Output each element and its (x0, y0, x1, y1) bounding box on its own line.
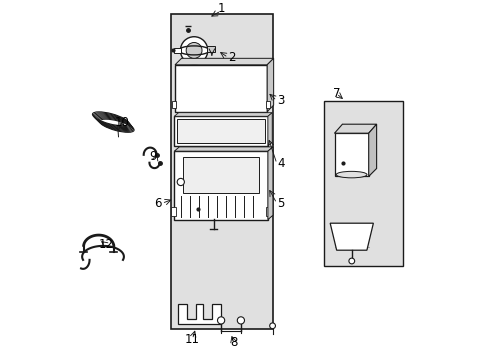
Polygon shape (329, 223, 373, 250)
Bar (183, 157, 258, 193)
Circle shape (186, 42, 202, 58)
Bar (170, 14, 273, 329)
Text: 6: 6 (154, 197, 162, 210)
Bar (172, 101, 176, 108)
Bar (265, 207, 271, 216)
Bar (334, 133, 368, 176)
Polygon shape (334, 124, 376, 133)
Circle shape (180, 37, 207, 64)
Ellipse shape (336, 171, 366, 178)
Polygon shape (174, 113, 272, 116)
Text: 7: 7 (332, 87, 339, 100)
Bar (177, 119, 264, 143)
Polygon shape (267, 147, 272, 220)
Circle shape (217, 317, 224, 324)
Bar (174, 151, 267, 220)
Bar (170, 207, 176, 216)
Bar (174, 116, 267, 146)
Text: 4: 4 (276, 157, 284, 170)
Polygon shape (174, 147, 272, 151)
Text: 3: 3 (276, 94, 284, 107)
Bar (323, 101, 402, 266)
Text: 8: 8 (229, 336, 237, 349)
Bar (265, 101, 269, 108)
Polygon shape (368, 124, 376, 176)
Text: 9: 9 (148, 150, 156, 163)
Circle shape (237, 317, 244, 324)
Bar (206, 46, 214, 52)
Polygon shape (178, 304, 220, 324)
Polygon shape (175, 58, 273, 65)
Text: 12: 12 (98, 238, 113, 251)
Text: 10: 10 (114, 116, 129, 129)
Text: 1: 1 (217, 3, 224, 15)
Bar (175, 65, 266, 112)
Circle shape (348, 258, 354, 264)
Text: 11: 11 (184, 333, 200, 346)
Polygon shape (266, 58, 273, 112)
Text: 5: 5 (276, 197, 284, 210)
Text: 2: 2 (228, 51, 235, 64)
Circle shape (177, 178, 184, 186)
Bar (174, 48, 181, 53)
Circle shape (269, 323, 275, 329)
Polygon shape (267, 113, 272, 146)
